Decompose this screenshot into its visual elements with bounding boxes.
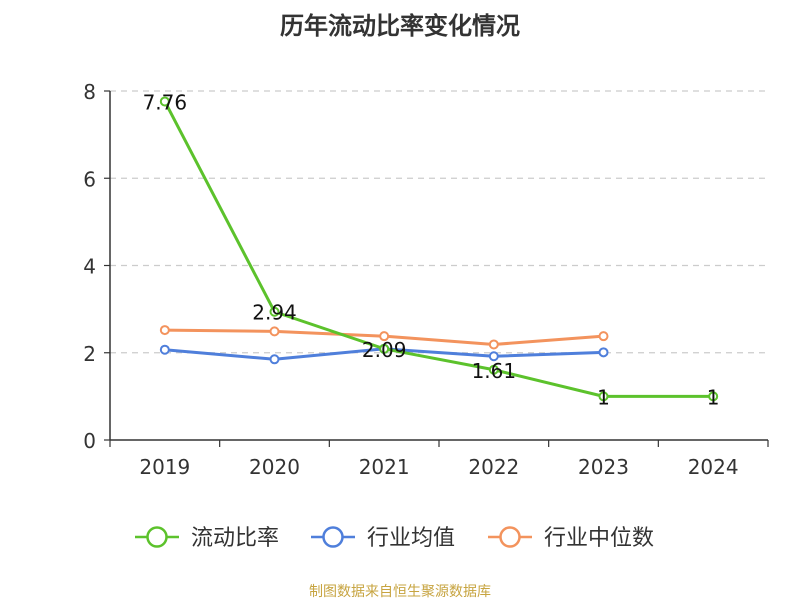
data-point-1-2020 [269,306,280,317]
x-tick-label-2022: 2022 [468,455,519,479]
data-point-2-2019 [159,344,170,355]
series-line-1 [163,100,714,398]
legend-item-1[interactable]: 流动比率 [135,526,279,551]
axes: 0 2 4 6 8 2019 2020 2021 2022 2023 2024 [83,80,769,479]
legend-label: 行业中位数 [544,526,654,551]
legend-label: 行业均值 [367,526,455,551]
data-point-3-2023 [598,331,609,342]
data-point-2-2023 [598,347,609,358]
y-tick-label-0: 0 [83,429,96,453]
data-label-2023: 1 [597,385,610,409]
source-note: 制图数据来自恒生聚源数据库 [309,584,491,600]
data-point-3-2022 [488,339,499,350]
x-tick-label-2019: 2019 [139,455,190,479]
y-tick-label-4: 4 [83,255,96,279]
series-lines [159,96,719,402]
data-point-1-2022 [488,364,499,375]
data-point-3-2021 [379,331,390,342]
legend[interactable]: 流动比率 行业均值 行业中位数 [135,526,654,551]
legend-marker [499,526,521,548]
legend-item-3[interactable]: 行业中位数 [488,526,654,551]
legend-marker [322,526,344,548]
legend-marker [146,526,168,548]
grid-lines [110,90,768,354]
data-label-2024: 1 [707,385,720,409]
legend-label: 流动比率 [191,526,279,551]
x-tick-label-2024: 2024 [688,455,739,479]
data-label-2020: 2.94 [252,301,297,325]
x-tick-label-2021: 2021 [359,455,410,479]
data-point-1-2019 [159,96,170,107]
data-label-2019: 7.76 [143,90,188,114]
data-point-3-2020 [269,326,280,337]
y-tick-label-6: 6 [83,167,96,191]
data-point-1-2021 [379,343,390,354]
data-labels: 7.76 2.94 2.09 1.61 1 1 [143,90,720,409]
legend-item-2[interactable]: 行业均值 [311,526,455,551]
data-point-1-2024 [708,391,719,402]
x-tick-label-2020: 2020 [249,455,300,479]
y-tick-label-2: 2 [83,342,96,366]
y-tick-label-8: 8 [83,80,96,104]
data-point-2-2022 [488,351,499,362]
data-point-1-2023 [598,391,609,402]
data-point-2-2020 [269,354,280,365]
data-label-2021: 2.09 [362,338,407,362]
x-tick-label-2023: 2023 [578,455,629,479]
data-point-3-2019 [159,325,170,336]
chart-title: 历年流动比率变化情况 [280,12,520,40]
data-label-2022: 1.61 [472,359,517,383]
